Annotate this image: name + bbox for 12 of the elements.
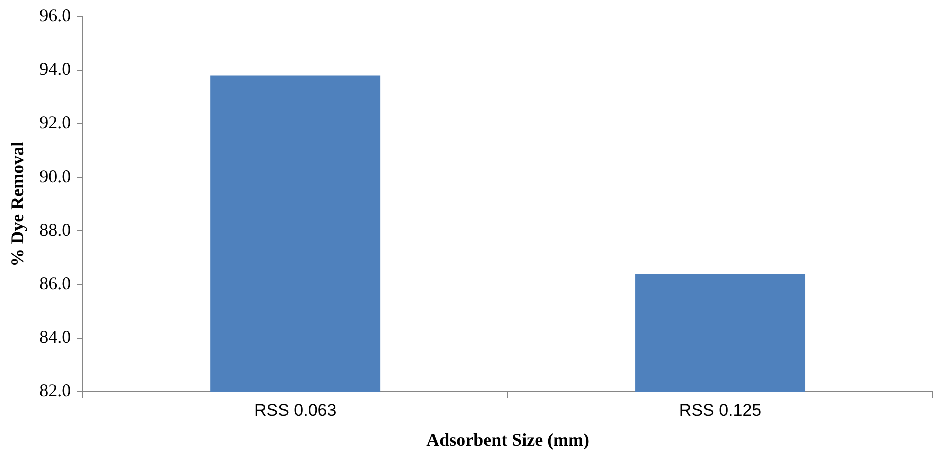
x-tick-label: RSS 0.063	[254, 400, 337, 420]
y-tick-label: 96.0	[40, 6, 72, 26]
y-axis-title: % Dye Removal	[7, 142, 28, 267]
y-tick-label: 86.0	[40, 274, 72, 294]
y-tick-label: 90.0	[40, 166, 72, 186]
y-tick-label: 84.0	[40, 327, 72, 348]
y-tick-label: 82.0	[40, 380, 72, 401]
y-tick-label: 94.0	[40, 59, 72, 80]
y-tick-label: 88.0	[40, 220, 72, 240]
x-tick-label: RSS 0.125	[679, 400, 762, 420]
x-axis-title: Adsorbent Size (mm)	[426, 430, 590, 450]
y-tick-label: 92.0	[40, 112, 72, 133]
